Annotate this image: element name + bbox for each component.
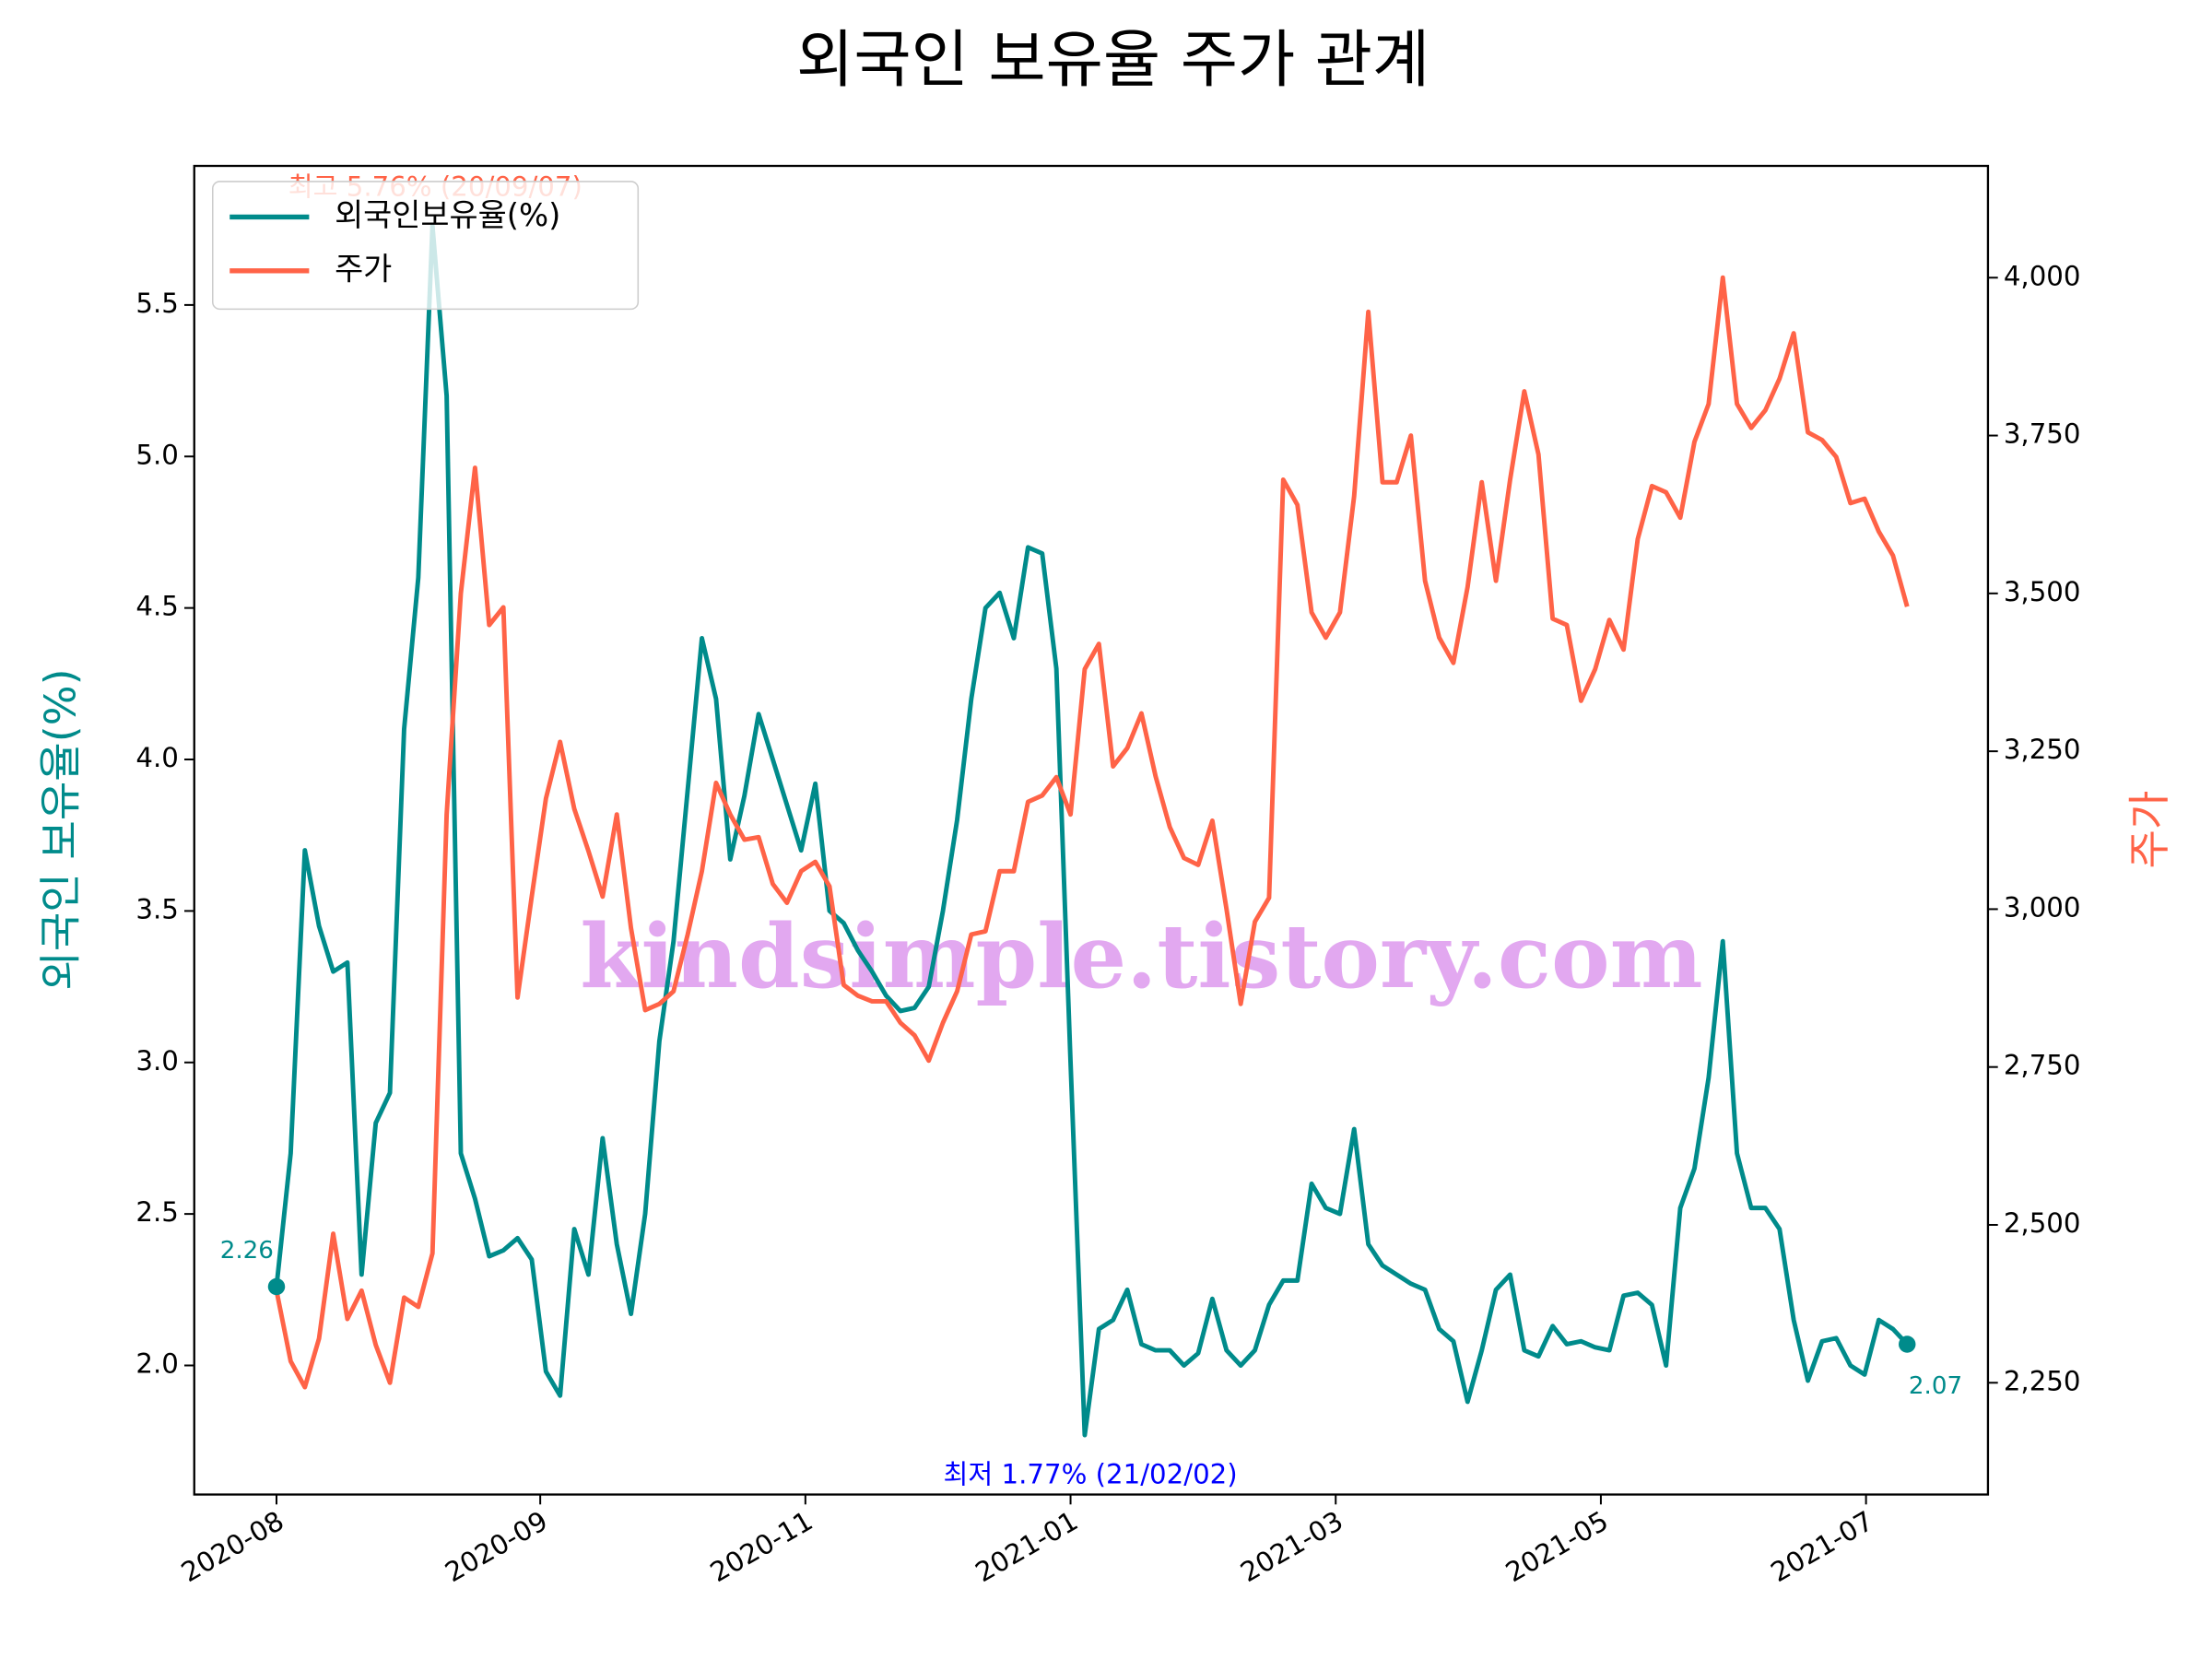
- y2-tick-label: 3,500: [2004, 576, 2081, 607]
- legend: 외국인보유율(%) 주가: [212, 181, 640, 311]
- y2-tick-label: 4,000: [2004, 260, 2081, 291]
- series-line: [274, 223, 1910, 1438]
- y-tick-label: 4.0: [135, 742, 178, 773]
- y2-tick-label: 3,250: [2004, 734, 2081, 765]
- y-tick-label: 3.0: [135, 1045, 178, 1077]
- y2-tick-label: 3,000: [2004, 891, 2081, 923]
- series-line: [274, 275, 1910, 1390]
- y-tick-label: 5.0: [135, 439, 178, 470]
- end-point: [1899, 1335, 1916, 1353]
- y2-axis-label: 주가: [2124, 791, 2174, 869]
- plot-frame: [193, 164, 1990, 1496]
- y-tick-label: 4.5: [135, 591, 178, 622]
- legend-label: 외국인보유율(%): [335, 197, 560, 233]
- y-tick-label: 3.5: [135, 893, 178, 924]
- y-axis-label: 외국인 보유율(%): [36, 668, 86, 990]
- point-label: 2.07: [1909, 1372, 1962, 1400]
- legend-box: [212, 181, 640, 311]
- y-tick-label: 5.5: [135, 288, 178, 319]
- y-tick-label: 2.0: [135, 1347, 178, 1379]
- y-tick-label: 2.5: [135, 1196, 178, 1228]
- y2-tick-label: 2,750: [2004, 1050, 2081, 1081]
- y2-tick-label: 3,750: [2004, 418, 2081, 450]
- chart-title: 외국인 보유율 주가 관계: [796, 23, 1430, 96]
- watermark: kindsimple.tistory.com: [580, 905, 1702, 1008]
- y2-tick-label: 2,250: [2004, 1365, 2081, 1396]
- annotation: 최저 1.77% (21/02/02): [943, 1459, 1237, 1490]
- end-point: [267, 1277, 286, 1296]
- y2-tick-label: 2,500: [2004, 1207, 2081, 1239]
- point-label: 2.26: [220, 1237, 274, 1265]
- legend-label: 주가: [335, 251, 392, 287]
